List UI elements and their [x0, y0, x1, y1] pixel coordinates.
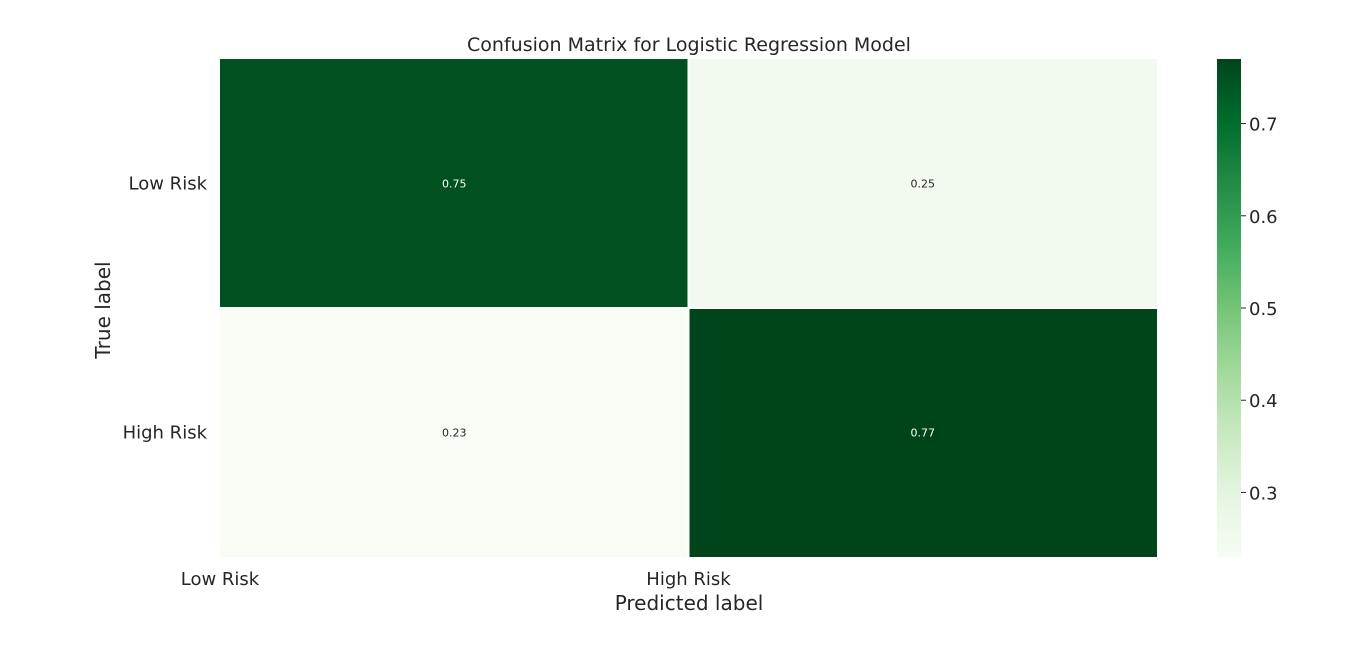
- colorbar-tick-label-1: 0.4: [1249, 391, 1278, 412]
- colorbar-ticks: 0.3 0.4 0.5 0.6 0.7: [1241, 115, 1278, 504]
- cell-value-label-r1-c1: 0.77: [911, 427, 936, 440]
- colorbar-tick-label-3: 0.6: [1249, 207, 1278, 228]
- y-axis-label: True label: [91, 261, 115, 359]
- heatmap-cells: 0.75 0.25 0.23 0.77: [220, 59, 1157, 557]
- heatmap-cell-r0-c0: [220, 59, 688, 307]
- colorbar-tick-label-2: 0.5: [1249, 299, 1278, 320]
- colorbar: [1217, 59, 1241, 557]
- heatmap-cell-r0-c1: [689, 59, 1157, 307]
- cell-value-label-r0-c0: 0.75: [442, 178, 467, 191]
- heatmap-cell-r1-c0: [220, 309, 688, 557]
- cell-value-label-r0-c1: 0.25: [911, 178, 936, 191]
- heatmap-cell-r1-c1: [689, 309, 1157, 557]
- chart-title: Confusion Matrix for Logistic Regression…: [467, 34, 911, 56]
- y-tick-label-1: High Risk: [123, 423, 208, 444]
- colorbar-tick-label-0: 0.3: [1249, 483, 1278, 504]
- y-axis-tick-labels: Low Risk High Risk: [123, 174, 208, 444]
- x-axis-tick-labels: Low Risk High Risk: [181, 569, 732, 590]
- cell-value-label-r1-c0: 0.23: [442, 427, 467, 440]
- colorbar-tick-label-4: 0.7: [1249, 115, 1278, 136]
- y-tick-label-0: Low Risk: [129, 174, 208, 195]
- x-axis-label: Predicted label: [615, 591, 764, 615]
- x-tick-label-0: Low Risk: [181, 569, 260, 590]
- x-tick-label-1: High Risk: [646, 569, 731, 590]
